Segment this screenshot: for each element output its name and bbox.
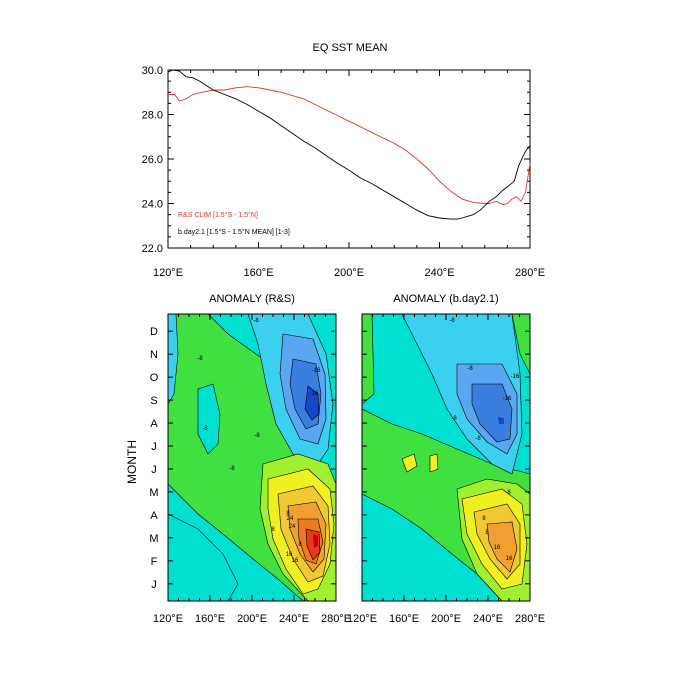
month-tick-label: O	[150, 372, 159, 384]
x-tick-label: 280°E	[321, 613, 351, 625]
right-contour-label: -8	[475, 436, 481, 442]
right-contour-label: -8	[451, 416, 457, 422]
left-cyan-patch	[197, 383, 221, 455]
month-tick-label: A	[150, 510, 158, 522]
month-axis-label: MONTH	[125, 440, 139, 484]
series-line-red	[168, 86, 531, 206]
x-tick-label: 160°E	[243, 267, 273, 279]
month-tick-label: D	[150, 326, 158, 338]
right-warm-anomaly-4	[486, 521, 518, 573]
y-tick-label: 22.0	[142, 243, 163, 255]
x-tick-label: 200°E	[334, 267, 364, 279]
contour-labels: -8-8-16-16-8-8-888816162424-8-8-16-16-8-…	[197, 318, 520, 564]
line-chart-plot-frame	[167, 69, 531, 249]
right-contour-label: -16	[503, 396, 512, 402]
left-contour-label: -8	[253, 318, 259, 324]
left-edge-blue	[168, 314, 179, 405]
month-tick-label: M	[149, 533, 158, 545]
right-contour-label: -8	[505, 490, 511, 496]
left-contour-label: 8	[286, 511, 290, 517]
right-green-top	[362, 314, 375, 405]
left-contour-label: -8	[202, 426, 208, 432]
x-tick-label: 160°E	[389, 613, 419, 625]
line-chart-series	[167, 69, 531, 220]
left-contour-label: -16	[310, 391, 319, 397]
x-tick-label: 120°E	[153, 613, 183, 625]
right-contour-label: -8	[467, 366, 473, 372]
line-chart-axes: 120°E 160°E 200°E 240°E 280°E 22.0 24.0 26.0 28.…	[142, 65, 545, 279]
y-tick-label: 28.0	[142, 110, 163, 122]
right-contour-label: 8	[482, 516, 486, 522]
left-contour-label: 8	[271, 527, 275, 533]
right-contour-label: 8	[485, 530, 489, 536]
x-tick-label: 240°E	[424, 267, 454, 279]
right-contour-label: 16	[506, 556, 513, 562]
month-tick-label: J	[151, 579, 157, 591]
left-contour-label: 16	[286, 552, 293, 558]
y-tick-label: 24.0	[142, 199, 163, 211]
right-east-edge	[511, 314, 530, 375]
right-contour-label: 16	[494, 545, 501, 551]
left-contour-label: -8	[229, 466, 235, 472]
x-tick-label: 280°E	[515, 267, 545, 279]
x-tick-label: 240°E	[279, 613, 309, 625]
left-contour-label: -8	[197, 356, 203, 362]
left-contour-label: -8	[254, 433, 260, 439]
right-cold-anomaly-4	[498, 417, 504, 424]
x-tick-label: 280°E	[515, 613, 545, 625]
series-line-black	[167, 69, 531, 220]
month-tick-label: F	[151, 556, 158, 568]
left-cyan-patch-lower	[168, 513, 239, 601]
sst-mean-line-chart: EQ SST MEAN 120°E 160°E 200°E 240°E 280°E 22.…	[142, 42, 545, 279]
legend-black-series: b.day2.1 [1.5°S - 1.5°N MEAN] [1-3]	[178, 228, 290, 236]
left-contour-label: -16	[312, 368, 321, 374]
right-contour-label: -8	[449, 318, 455, 324]
right-panel-axes: 120°E 160°E 200°E 240°E 280°E	[347, 314, 545, 625]
left-warm-anomaly-core	[313, 534, 318, 548]
left-panel-title: ANOMALY (R&S)	[209, 293, 295, 305]
y-tick-label: 26.0	[142, 154, 163, 166]
x-tick-label: 120°E	[153, 267, 183, 279]
y-tick-label: 30.0	[142, 65, 163, 77]
right-contour-label: -16	[511, 374, 520, 380]
left-cold-anomaly-4	[304, 385, 320, 421]
x-tick-label: 200°E	[237, 613, 267, 625]
month-tick-label: M	[149, 487, 158, 499]
right-yellow-spot-2	[429, 453, 439, 473]
x-tick-label: 240°E	[473, 613, 503, 625]
left-contour-label: 16	[292, 558, 299, 564]
line-chart-title: EQ SST MEAN	[313, 42, 388, 54]
right-anomaly-heatmap: 120°E 160°E 200°E 240°E 280°E	[347, 313, 545, 625]
left-contour-label: 24	[287, 516, 294, 522]
left-contour-label: 24	[289, 524, 296, 530]
month-tick-label: S	[150, 395, 157, 407]
x-tick-label: 160°E	[195, 613, 225, 625]
right-panel-title: ANOMALY (b.day2.1)	[393, 293, 498, 305]
left-contour-label: 8	[298, 542, 302, 548]
month-tick-label: J	[151, 441, 157, 453]
month-tick-label: J	[151, 464, 157, 476]
x-tick-label: 200°E	[431, 613, 461, 625]
right-cold-anomaly-3	[471, 383, 513, 443]
right-yellow-spot	[401, 453, 418, 473]
legend-red-series: R&S CLIM [1.5°S - 1.5°N]	[178, 211, 258, 219]
month-tick-label: N	[150, 349, 158, 361]
month-tick-label: A	[150, 418, 158, 430]
x-tick-label: 120°E	[347, 613, 377, 625]
